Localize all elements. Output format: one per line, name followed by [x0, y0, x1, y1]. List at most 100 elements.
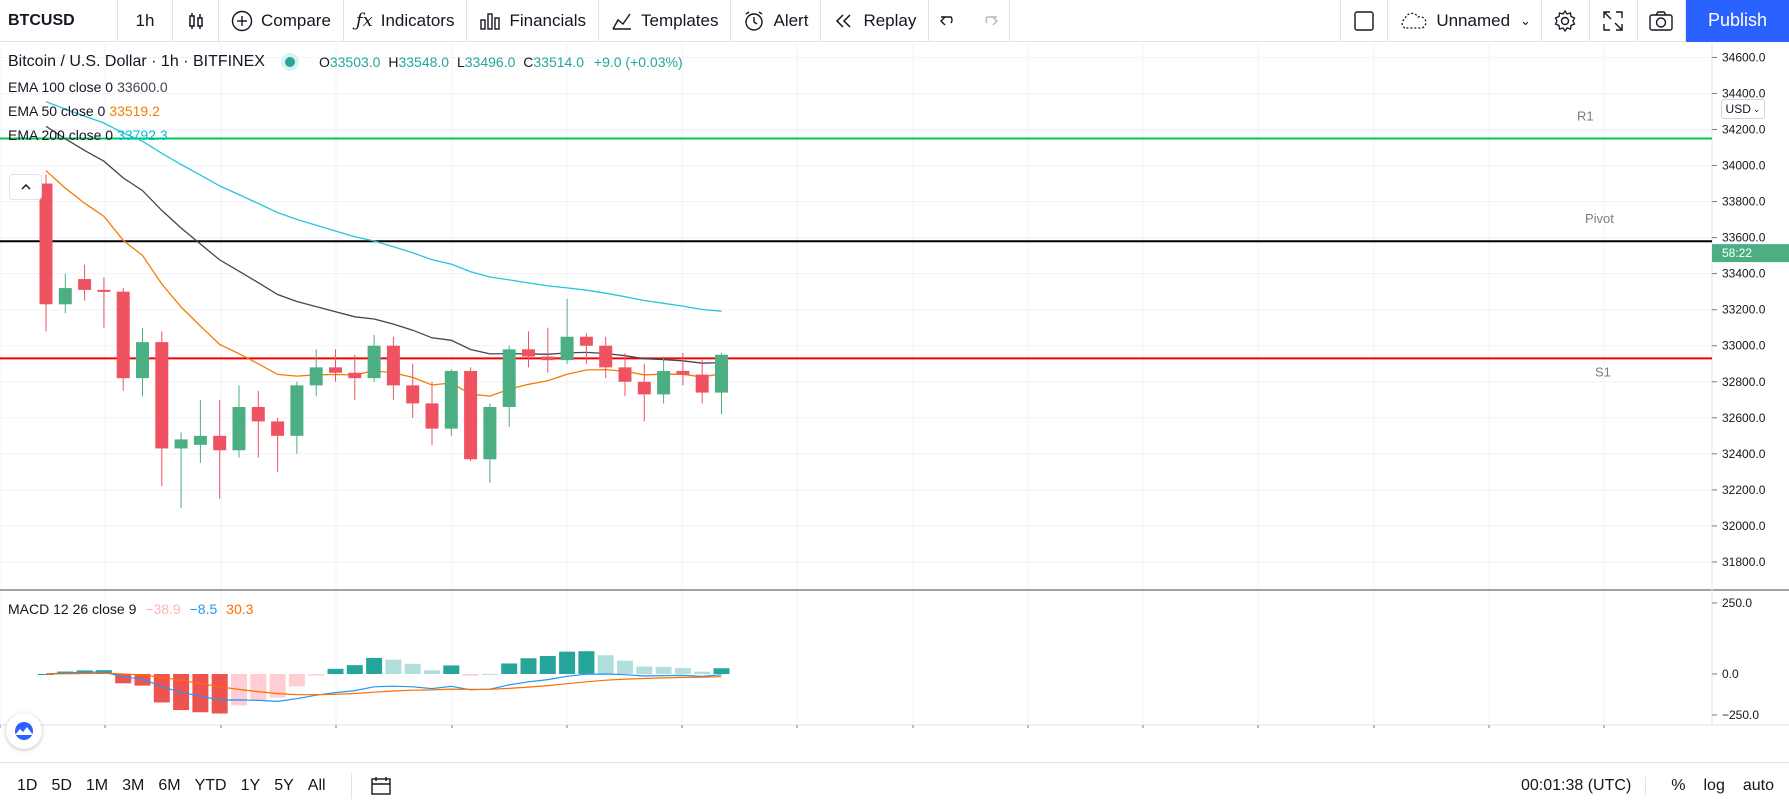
- camera-icon: [1649, 10, 1674, 31]
- financials-button[interactable]: Financials: [467, 0, 599, 42]
- interval-button[interactable]: 1h: [118, 0, 173, 42]
- snapshot-button[interactable]: [1638, 0, 1686, 42]
- series-title[interactable]: Bitcoin / U.S. Dollar · 1h · BITFINEX: [8, 53, 265, 70]
- macd-histogram-bar: [520, 658, 537, 674]
- countdown-label: 58:22: [1722, 246, 1752, 260]
- ohlc-values: O33503.0 H33548.0 L33496.0 C33514.0 +9.0…: [318, 54, 683, 70]
- candle-body: [97, 289, 111, 292]
- candle-body: [657, 370, 671, 395]
- macd-legend[interactable]: MACD 12 26 close 9 −38.9 −8.5 30.3: [8, 601, 258, 617]
- range-button-5y[interactable]: 5Y: [274, 776, 294, 794]
- macd-histogram-bar: [115, 674, 132, 684]
- candle-body: [695, 374, 709, 393]
- price-tick-label: 34600.0: [1722, 50, 1766, 64]
- indicators-button[interactable]: ƒx Indicators: [344, 0, 468, 42]
- log-scale-button[interactable]: log: [1703, 776, 1725, 794]
- range-button-1d[interactable]: 1D: [17, 776, 38, 794]
- macd-histogram-bar: [443, 665, 460, 674]
- macd-histogram-bar: [501, 663, 518, 674]
- macd-histogram-bar: [327, 668, 344, 674]
- layout-menu[interactable]: Unnamed ⌄: [1388, 0, 1542, 42]
- candle-body: [348, 372, 362, 379]
- range-button-1y[interactable]: 1Y: [240, 776, 261, 794]
- compare-button[interactable]: Compare: [219, 0, 344, 42]
- financials-label: Financials: [509, 10, 586, 30]
- replay-button[interactable]: Replay: [821, 0, 930, 42]
- ema100-legend[interactable]: EMA 100 close 0 33600.0: [8, 79, 168, 95]
- candle-body: [483, 407, 497, 460]
- macd-label: MACD 12 26 close 9: [8, 601, 137, 617]
- range-button-all[interactable]: All: [307, 776, 326, 794]
- range-button-3m[interactable]: 3M: [122, 776, 145, 794]
- collapse-legend-button[interactable]: [9, 174, 42, 200]
- price-tick-label: 32800.0: [1722, 375, 1766, 389]
- mountains-icon: [15, 722, 33, 740]
- utc-clock[interactable]: 00:01:38 (UTC): [1521, 776, 1647, 795]
- redo-button[interactable]: [969, 0, 1011, 42]
- candle-body: [618, 367, 632, 382]
- candles-icon: [188, 12, 203, 29]
- date-range-buttons: 1D 5D 1M 3M 6M YTD 1Y 5Y All: [0, 777, 333, 795]
- price-tick-label: 34400.0: [1722, 86, 1766, 100]
- level-label-s1: S1: [1595, 364, 1611, 379]
- price-tick-label: 33000.0: [1722, 339, 1766, 353]
- range-button-6m[interactable]: 6M: [158, 776, 181, 794]
- macd-histogram-bar: [636, 666, 653, 674]
- templates-button[interactable]: Templates: [599, 0, 732, 42]
- macd-histogram-bar: [366, 657, 383, 674]
- ema200-legend[interactable]: EMA 200 close 0 33792.3: [8, 127, 168, 143]
- macd-histogram-bar: [424, 670, 440, 674]
- auto-scale-button[interactable]: auto: [1742, 776, 1774, 794]
- range-button-ytd[interactable]: YTD: [194, 776, 227, 794]
- fullscreen-button[interactable]: [1590, 0, 1638, 42]
- square-icon: [1354, 10, 1375, 31]
- candle-body: [599, 345, 613, 368]
- macd-histogram-bar: [655, 666, 672, 674]
- grid-lines: [0, 43, 1789, 726]
- candle-body: [676, 370, 690, 375]
- macd-histogram-bar: [308, 674, 325, 676]
- percent-scale-button[interactable]: %: [1671, 776, 1686, 794]
- currency-selector[interactable]: USD ⌄: [1721, 99, 1765, 119]
- range-button-5d[interactable]: 5D: [51, 776, 72, 794]
- candle-body: [116, 291, 130, 379]
- publish-button[interactable]: Publish: [1685, 0, 1789, 42]
- layout-name: Unnamed: [1436, 10, 1511, 30]
- macd-histogram-bar: [404, 663, 421, 674]
- chart-area[interactable]: R1 Pivot S1 34600.0 34400.0 34200.0 34000.0 33…: [0, 43, 1789, 749]
- chart-canvas[interactable]: R1 Pivot S1 34600.0 34400.0 34200.0 34000.0 33…: [0, 43, 1789, 728]
- macd-histogram-bar: [481, 673, 498, 675]
- macd-tick-label: 0.0: [1722, 667, 1739, 681]
- tradingview-logo-button[interactable]: [6, 713, 42, 749]
- undo-button[interactable]: [929, 0, 969, 42]
- settings-button[interactable]: [1542, 0, 1590, 42]
- alert-button[interactable]: Alert: [731, 0, 822, 42]
- add-circle-icon: [231, 10, 253, 31]
- macd-histogram-bar: [134, 674, 151, 686]
- ema50-legend[interactable]: EMA 50 close 0 33519.2: [8, 103, 160, 119]
- chevron-up-icon: [20, 183, 31, 190]
- macd-histogram-bar: [211, 674, 228, 714]
- macd-histogram-bar: [694, 671, 711, 674]
- macd-histogram-bar: [38, 674, 54, 675]
- undo-icon: [940, 15, 954, 25]
- chart-type-button[interactable]: [173, 0, 219, 42]
- cloud-icon: [1401, 12, 1427, 29]
- candle-body: [251, 407, 265, 422]
- candle-body: [541, 356, 555, 361]
- symbol-search[interactable]: BTCUSD: [0, 0, 118, 42]
- compare-label: Compare: [261, 10, 331, 30]
- fullscreen-toggle-button[interactable]: [1340, 0, 1389, 42]
- time-axis: 0806:0012:0018:00906:0012:0018:001006:00…: [0, 725, 1605, 728]
- macd-histogram-bar: [462, 674, 479, 676]
- market-open-indicator: [284, 57, 295, 67]
- candle-body: [309, 367, 323, 386]
- replay-label: Replay: [863, 10, 917, 30]
- candle-body: [329, 367, 342, 373]
- ema100-line: [45, 125, 722, 364]
- templates-label: Templates: [641, 10, 719, 30]
- go-to-date-button[interactable]: [350, 772, 392, 799]
- price-tick-label: 33400.0: [1722, 267, 1766, 281]
- range-button-1m[interactable]: 1M: [85, 776, 109, 794]
- price-tick-label: 33800.0: [1722, 195, 1766, 209]
